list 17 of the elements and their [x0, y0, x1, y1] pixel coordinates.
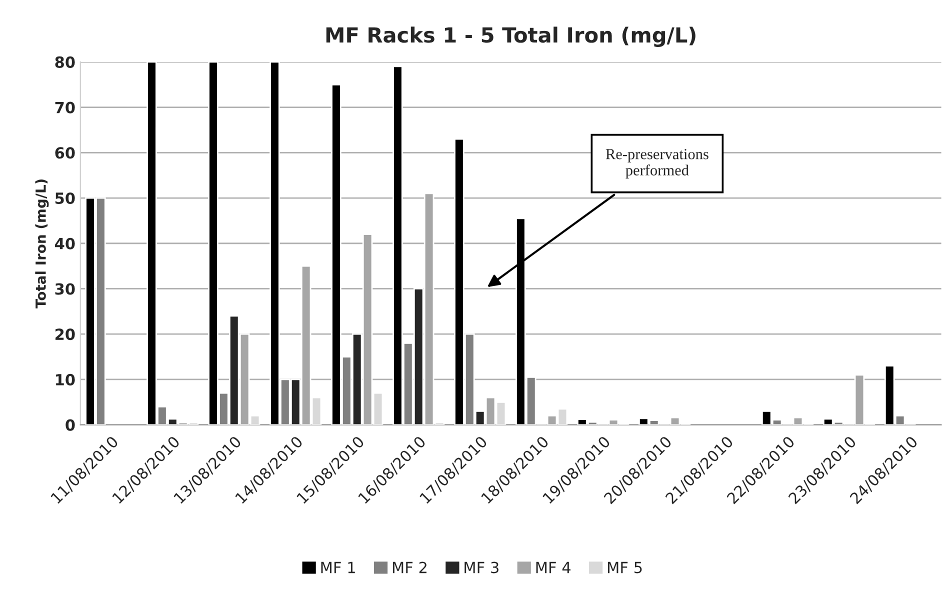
legend-label: MF 4: [536, 562, 571, 574]
annotation: Re-preservations performed: [606, 149, 708, 179]
chart-title: MF Racks 1 - 5 Total Iron (mg/L): [326, 26, 696, 47]
y-axis-title: Total Iron (mg/L): [35, 180, 49, 308]
y-tick-label: 40: [54, 238, 75, 250]
legend-label: MF 1: [321, 562, 355, 574]
y-tick-label: 50: [55, 192, 75, 204]
legend-label: MF 5: [608, 562, 642, 574]
legend-label: MF 2: [392, 562, 426, 574]
y-tick-label: 70: [55, 102, 75, 114]
y-tick-label: 0: [66, 419, 75, 431]
y-tick-label: 30: [55, 283, 75, 295]
legend-label: MF 3: [464, 562, 498, 574]
y-tick-label: 60: [55, 147, 75, 159]
y-tick-label: 20: [55, 328, 75, 340]
y-tick-label: 80: [55, 56, 75, 68]
y-tick-label: 10: [56, 374, 75, 386]
